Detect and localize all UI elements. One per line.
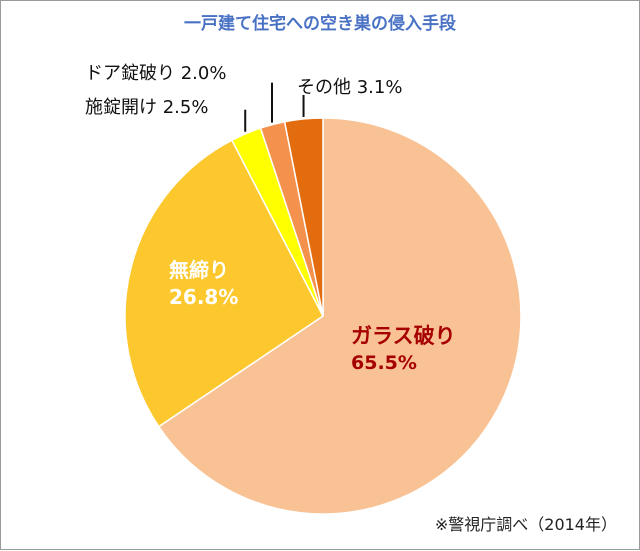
slice-label-unlocked-value: 26.8%	[169, 285, 238, 309]
slice-other	[283, 117, 324, 317]
slice-label-unlocked-name: 無締り	[169, 258, 229, 282]
slice-label-other: その他 3.1%	[297, 77, 402, 98]
slice-label-glass-value: 65.5%	[351, 352, 417, 374]
slice-label-glass-name: ガラス破り	[351, 324, 456, 348]
chart-source: ※警視庁調べ（2014年）	[434, 515, 617, 534]
slice-unlocked	[124, 139, 324, 428]
slice-glass-breaking	[157, 117, 522, 515]
chart-title: 一戸建て住宅への空き巣の侵入手段	[184, 14, 456, 34]
slice-label-door-lock-breaking: ドア錠破り 2.0%	[85, 63, 226, 84]
slice-label-lock-picking: 施錠開け 2.5%	[85, 97, 208, 118]
